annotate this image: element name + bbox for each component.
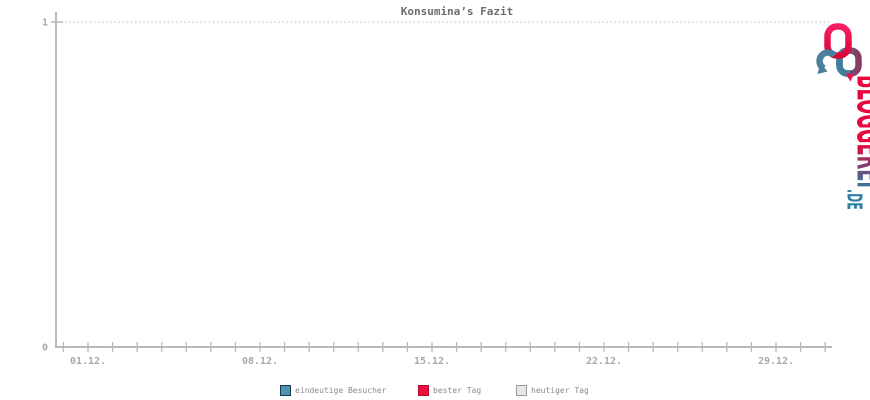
x-tick-label: 22.12. [586, 356, 622, 367]
legend-swatch-red-icon [418, 384, 429, 396]
y-tick-label-0: 0 [42, 343, 48, 354]
legend-label-bester-tag: bester Tag [433, 385, 482, 395]
chart-title: Konsumina’s Fazit [400, 5, 514, 18]
x-tick-label: 29.12. [758, 356, 794, 367]
legend-label-heutiger-tag: heutiger Tag [531, 385, 589, 395]
bloggerei-brand-text: BLOGGEREI [847, 75, 870, 188]
bloggerei-chainlink-icon [816, 23, 862, 82]
x-tick-label: 15.12. [414, 356, 450, 367]
legend-item-eindeutige-besucher: eindeutige Besucher [280, 383, 387, 397]
bloggerei-tld-text: .DE [843, 189, 867, 210]
legend-swatch-gray-icon [516, 384, 527, 396]
legend-item-bester-tag: bester Tag [418, 383, 481, 397]
legend-label-eindeutige-besucher: eindeutige Besucher [295, 385, 387, 395]
x-tick-label: 08.12. [242, 356, 278, 367]
x-tick-label: 01.12. [70, 356, 106, 367]
legend-item-heutiger-tag: heutiger Tag [516, 383, 589, 397]
chart-legend: eindeutige Besucher bester Tag heutiger … [0, 383, 870, 397]
y-tick-label-1: 1 [42, 18, 48, 29]
legend-swatch-blue-icon [280, 384, 291, 396]
bloggerei-logo: BLOGGEREI .DE [816, 23, 870, 210]
